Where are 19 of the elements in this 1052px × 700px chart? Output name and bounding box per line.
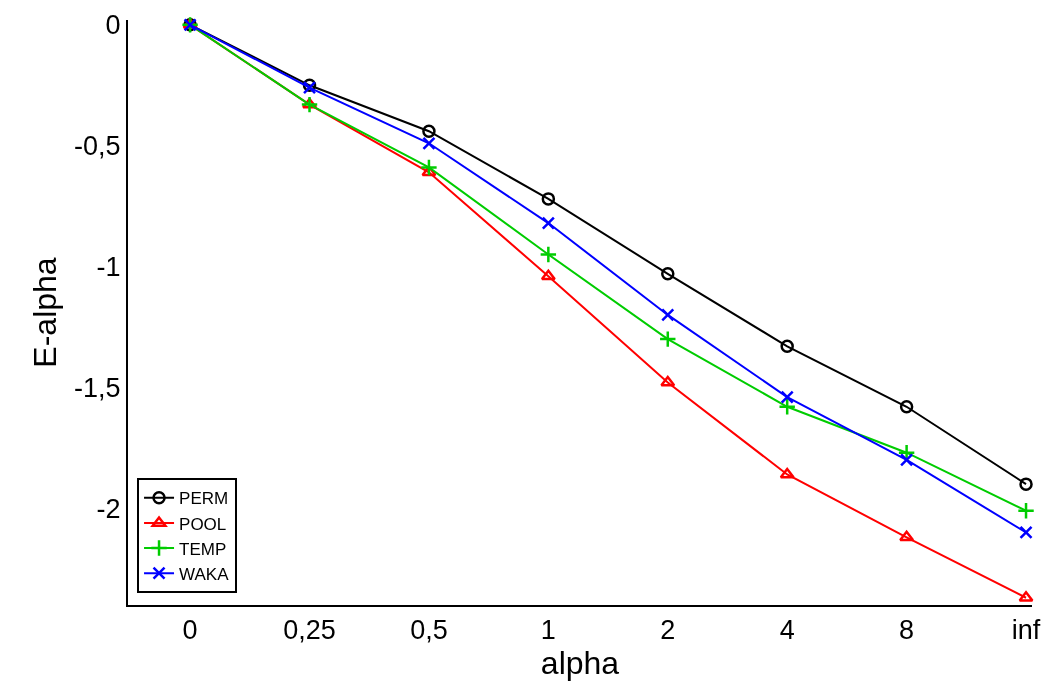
legend-label: WAKA — [179, 564, 230, 584]
x-tick-label: inf — [1011, 615, 1041, 646]
x-axis-title: alpha — [540, 645, 620, 682]
y-tick-label: -1 — [96, 252, 121, 283]
x-tick-label: 8 — [899, 615, 915, 646]
legend-label: POOL — [179, 514, 227, 534]
y-axis-title: E-alpha — [26, 257, 63, 368]
y-tick-label: -0,5 — [74, 131, 121, 162]
y-tick-label: 0 — [105, 10, 121, 41]
x-tick-label: 2 — [660, 615, 676, 646]
y-tick-label: -1,5 — [74, 372, 121, 403]
legend-label: TEMP — [179, 539, 227, 559]
legend-label: PERM — [179, 489, 229, 509]
x-tick-label: 0 — [182, 615, 198, 646]
x-tick-label: 1 — [540, 615, 556, 646]
x-tick-label: 4 — [779, 615, 795, 646]
x-tick-label: 0,5 — [410, 615, 448, 646]
x-tick-label: 0,25 — [283, 615, 336, 646]
y-tick-label: -2 — [96, 493, 121, 524]
